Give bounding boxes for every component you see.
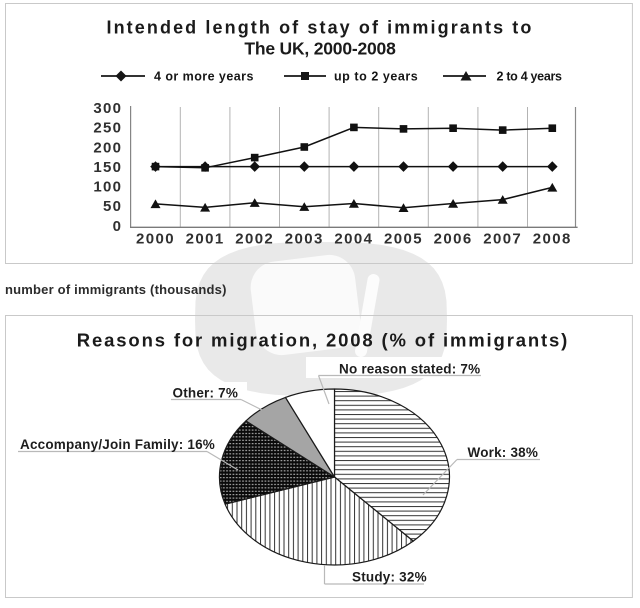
svg-text:300: 300: [93, 100, 122, 117]
svg-text:100: 100: [93, 179, 122, 196]
svg-text:50: 50: [103, 198, 122, 215]
svg-text:Other: 7%: Other: 7%: [173, 386, 239, 401]
svg-text:2000: 2000: [136, 231, 175, 248]
svg-text:Accompany/Join Family: 16%: Accompany/Join Family: 16%: [20, 437, 215, 452]
svg-text:Intended length of stay of imm: Intended length of stay of immigrants to: [106, 18, 533, 38]
svg-text:2001: 2001: [186, 231, 225, 248]
svg-text:4 or more years: 4 or more years: [154, 70, 254, 84]
svg-text:2003: 2003: [285, 231, 324, 248]
svg-text:2004: 2004: [334, 231, 373, 248]
svg-text:2 to 4 years: 2 to 4 years: [497, 70, 563, 84]
svg-text:up to 2 years: up to 2 years: [334, 70, 418, 84]
svg-text:2002: 2002: [235, 231, 274, 248]
svg-text:Reasons for migration, 2008 (%: Reasons for migration, 2008 (% of immigr…: [77, 330, 569, 351]
svg-text:number of immigrants (thousand: number of immigrants (thousands): [5, 282, 227, 297]
svg-text:2006: 2006: [434, 231, 473, 248]
svg-text:The UK, 2000-2008: The UK, 2000-2008: [244, 39, 396, 59]
svg-text:150: 150: [93, 159, 122, 176]
svg-text:2005: 2005: [384, 231, 423, 248]
svg-text:0: 0: [113, 218, 123, 235]
svg-text:2008: 2008: [533, 231, 572, 248]
svg-text:200: 200: [93, 139, 122, 156]
svg-text:No reason stated: 7%: No reason stated: 7%: [339, 362, 480, 377]
svg-text:2007: 2007: [483, 231, 522, 248]
svg-text:250: 250: [93, 120, 122, 137]
svg-text:Work: 38%: Work: 38%: [468, 445, 539, 460]
svg-text:Study: 32%: Study: 32%: [352, 570, 427, 585]
